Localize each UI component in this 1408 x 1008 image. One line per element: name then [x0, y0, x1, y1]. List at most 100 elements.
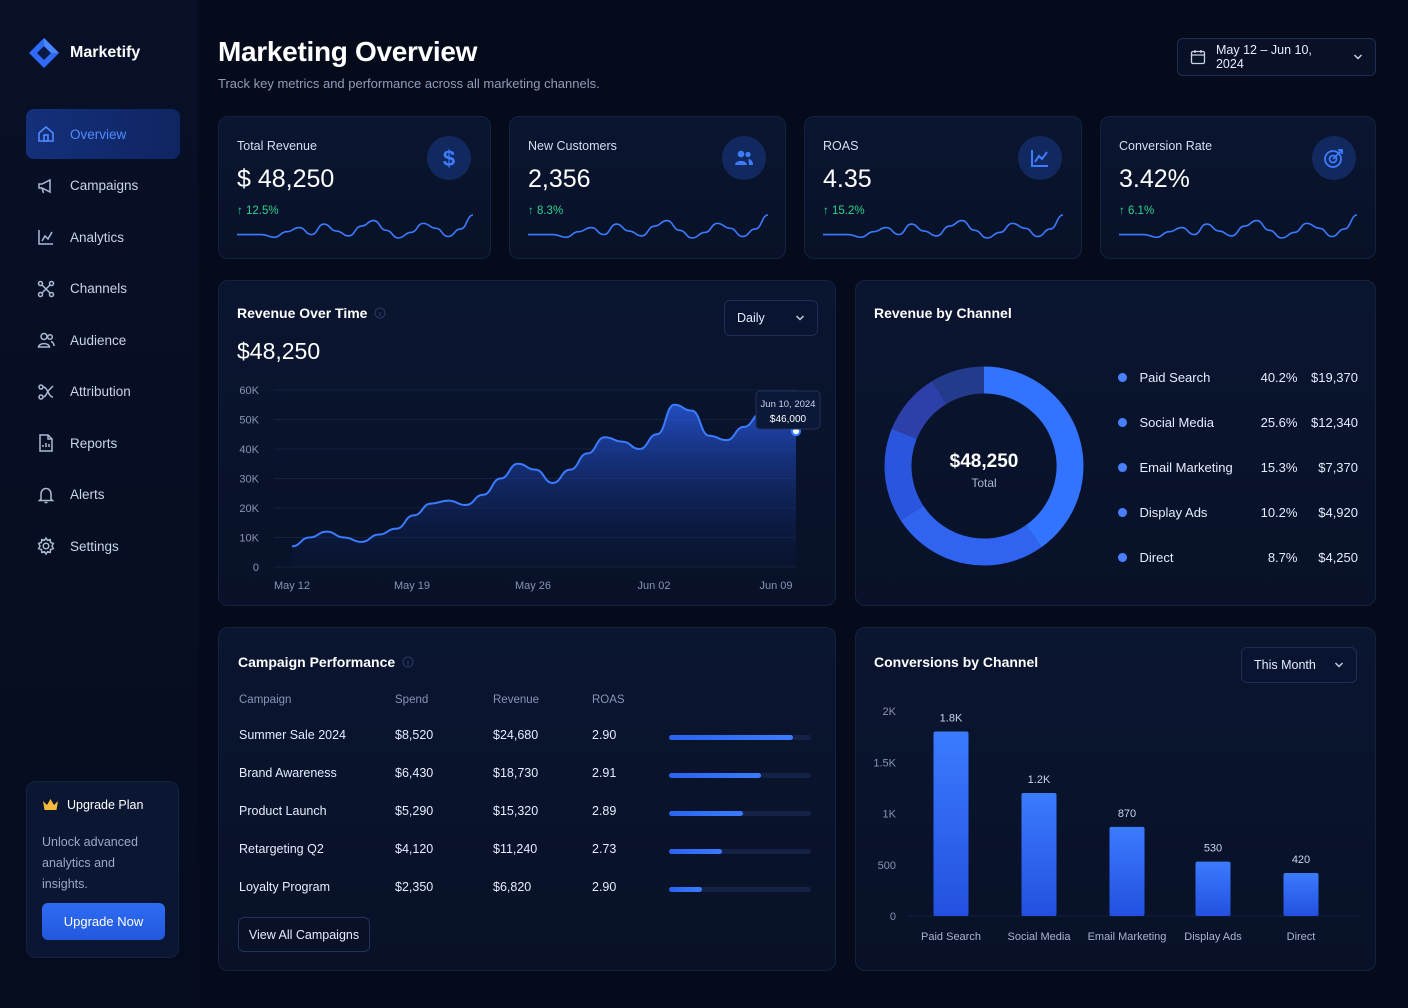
period-dropdown[interactable]: Daily — [724, 300, 818, 336]
chart-tooltip — [755, 390, 821, 430]
sidebar-item-audience[interactable]: Audience — [26, 315, 180, 365]
sidebar-item-reports[interactable]: Reports — [26, 418, 180, 468]
sidebar-item-overview[interactable]: Overview — [26, 109, 180, 159]
campaign-revenue: $24,680 — [493, 728, 539, 742]
kpi-label: Total Revenue — [237, 139, 317, 153]
donut-slice-paid-search[interactable] — [983, 366, 1084, 548]
sidebar-item-channels[interactable]: Channels — [26, 264, 180, 314]
sidebar-item-campaigns[interactable]: Campaigns — [26, 161, 180, 211]
x-tick-label: May 12 — [274, 580, 310, 592]
info-icon[interactable] — [402, 656, 414, 668]
table-row[interactable]: Brand Awareness $6,430 $18,730 2.91 — [239, 766, 819, 786]
bar-social-media[interactable] — [1021, 793, 1057, 916]
table-row[interactable]: Product Launch $5,290 $15,320 2.89 — [239, 804, 819, 824]
kpi-card-conversion-rate[interactable]: Conversion Rate 3.42% ↑ 6.1% — [1100, 116, 1376, 259]
kpi-sparkline — [528, 214, 768, 239]
sidebar-item-alerts[interactable]: Alerts — [26, 470, 180, 520]
tooltip-value: $46,000 — [770, 414, 807, 425]
arrow-up-icon: ↑ — [237, 205, 246, 217]
revenue-area-chart: 0 10K 20K 30K 40K 50K 60K Jun 10, 2024 $46,000 Ma… — [239, 385, 821, 592]
bar-value-label: 1.8K — [940, 713, 963, 725]
column-header-roas[interactable]: ROAS — [592, 694, 625, 706]
table-row[interactable]: Retargeting Q2 $4,120 $11,240 2.73 — [239, 842, 819, 862]
conversions-bar-chart: 0 500 1K 1.5K 2K 1.8K Paid Search 1.2K Social Me… — [873, 706, 1359, 943]
kpi-label: ROAS — [823, 139, 859, 153]
x-tick-label: May 26 — [515, 580, 551, 592]
donut-slice-direct[interactable] — [932, 366, 985, 405]
legend-item[interactable]: Email Marketing 15.3% $7,370 — [1118, 457, 1358, 477]
info-icon[interactable] — [374, 307, 386, 319]
conversions-period-dropdown[interactable]: This Month — [1241, 647, 1357, 683]
campaign-progress-bar — [669, 773, 811, 778]
sparkline-path — [1119, 214, 1357, 239]
sidebar-item-label: Alerts — [70, 487, 105, 502]
table-row[interactable]: Summer Sale 2024 $8,520 $24,680 2.90 — [239, 728, 819, 748]
sidebar-item-label: Reports — [70, 435, 118, 451]
table-row[interactable]: Loyalty Program $2,350 $6,820 2.90 — [239, 880, 819, 900]
donut-slice-email-marketing[interactable] — [884, 428, 924, 521]
campaign-spend: $5,290 — [395, 804, 434, 818]
campaign-progress-fill — [669, 849, 722, 854]
x-tick-label: Display Ads — [1184, 931, 1242, 943]
donut-slice-display-ads[interactable] — [891, 381, 947, 440]
column-header-spend[interactable]: Spend — [395, 694, 429, 706]
arrow-up-icon: ↑ — [823, 205, 832, 217]
sidebar-item-label: Analytics — [70, 229, 125, 245]
crown-icon — [43, 799, 58, 810]
bar-paid-search[interactable] — [933, 731, 969, 917]
bar-value-label: 1.2K — [1028, 774, 1051, 786]
campaign-spend: $6,430 — [395, 766, 434, 780]
donut-slice-social-media[interactable] — [900, 505, 1042, 566]
upgrade-now-button[interactable]: Upgrade Now — [42, 903, 165, 940]
kpi-card-total-revenue[interactable]: Total Revenue $ 48,250 ↑ 12.5% $ — [218, 116, 491, 259]
legend-name: Social Media — [1139, 414, 1214, 430]
view-all-campaigns-button[interactable]: View All Campaigns — [238, 917, 370, 952]
kpi-card-new-customers[interactable]: New Customers 2,356 ↑ 8.3% — [509, 116, 786, 259]
report-icon — [39, 434, 53, 452]
legend-item[interactable]: Social Media 25.6% $12,340 — [1118, 412, 1358, 432]
legend-item[interactable]: Paid Search 40.2% $19,370 — [1118, 367, 1358, 387]
legend-pct: 40.2% — [1260, 369, 1298, 385]
campaign-name: Product Launch — [239, 804, 327, 818]
column-header-campaign[interactable]: Campaign — [239, 694, 292, 706]
legend-dot — [1118, 553, 1127, 563]
sidebar-item-analytics[interactable]: Analytics — [26, 212, 180, 262]
date-range-picker[interactable]: May 12 – Jun 10, 2024 — [1177, 38, 1376, 76]
sidebar-item-label: Channels — [70, 281, 128, 296]
kpi-card-roas[interactable]: ROAS 4.35 ↑ 15.2% — [804, 116, 1082, 259]
legend-dot — [1118, 417, 1127, 427]
sparkline-path — [237, 214, 473, 239]
bar-email-marketing[interactable] — [1109, 826, 1145, 916]
kpi-value: 4.35 — [823, 165, 872, 193]
legend-value: $19,370 — [1311, 369, 1358, 385]
column-header-revenue[interactable]: Revenue — [493, 694, 540, 706]
sidebar-item-attribution[interactable]: Attribution — [26, 367, 180, 417]
bell-icon — [37, 487, 55, 503]
campaign-roas: 2.90 — [592, 880, 617, 894]
campaign-roas: 2.90 — [592, 728, 617, 742]
legend-item[interactable]: Direct 8.7% $4,250 — [1118, 548, 1358, 568]
svg-text:$: $ — [443, 146, 455, 170]
tooltip-date: Jun 10, 2024 — [761, 399, 816, 410]
legend-value: $12,340 — [1311, 414, 1358, 430]
legend-value: $7,370 — [1318, 459, 1358, 475]
card-title: Conversions by Channel — [874, 654, 1039, 670]
sidebar-item-label: Overview — [70, 126, 127, 142]
campaign-progress-bar — [669, 811, 811, 816]
sidebar-item-label: Settings — [70, 538, 119, 554]
sidebar-item-label: Campaigns — [70, 178, 139, 193]
legend-value: $4,920 — [1318, 505, 1358, 521]
campaign-progress-bar — [669, 887, 811, 892]
conversions-by-channel-card: Conversions by Channel This Month 0 500 1K… — [855, 627, 1376, 971]
bar-value-label: 420 — [1292, 854, 1310, 866]
card-title: Revenue by Channel — [874, 305, 1012, 321]
bar-display-ads[interactable] — [1195, 861, 1231, 916]
revenue-over-time-card: Revenue Over Time Daily $48,250 0 10K 20K 3… — [218, 280, 836, 606]
y-tick-label: 2K — [883, 706, 897, 718]
brand[interactable]: Marketify — [28, 37, 140, 69]
analytics-icon — [38, 230, 53, 245]
legend-item[interactable]: Display Ads 10.2% $4,920 — [1118, 503, 1358, 523]
bar-direct[interactable] — [1283, 872, 1319, 916]
kpi-change: ↑ 6.1% — [1119, 205, 1155, 217]
sidebar-item-settings[interactable]: Settings — [26, 521, 180, 571]
